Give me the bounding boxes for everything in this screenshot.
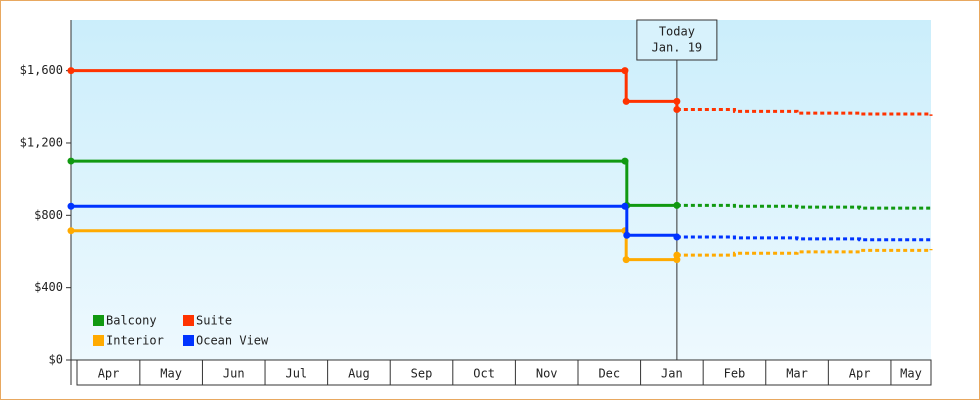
x-tick-label: Jan (661, 367, 683, 381)
today-label: Today (659, 25, 695, 39)
price-point (621, 157, 629, 165)
price-point (673, 233, 681, 241)
legend-label: Suite (196, 314, 232, 328)
forecast-line (676, 108, 933, 116)
price-point (67, 202, 75, 210)
x-tick-label: May (900, 367, 922, 381)
y-tick-label: $800 (34, 208, 63, 222)
x-tick-label: Dec (598, 367, 620, 381)
x-tick-label: Apr (849, 367, 871, 381)
y-tick-label: $400 (34, 280, 63, 294)
legend-swatch (93, 315, 104, 326)
x-tick-label: Oct (473, 367, 495, 381)
x-tick-label: Jun (223, 367, 245, 381)
price-point (621, 67, 629, 75)
legend-label: Ocean View (196, 334, 269, 348)
price-point (67, 227, 75, 235)
today-box (636, 19, 718, 61)
price-point (673, 201, 681, 209)
legend-swatch (93, 335, 104, 346)
y-tick-label: $1,600 (20, 63, 63, 77)
legend-label: Interior (106, 334, 164, 348)
price-point (622, 256, 630, 264)
price-point (67, 67, 75, 75)
plot-area (71, 20, 931, 360)
x-tick-label: Sep (411, 367, 433, 381)
price-point (673, 97, 681, 105)
price-point (673, 106, 681, 114)
x-tick-label: Jul (285, 367, 307, 381)
x-tick-label: Aug (348, 367, 370, 381)
forecast-line (676, 203, 933, 210)
y-tick-label: $0 (49, 353, 63, 367)
y-tick-label: $1,200 (20, 135, 63, 149)
price-point (623, 231, 631, 239)
x-tick-label: Nov (536, 367, 558, 381)
forecast-line (676, 235, 933, 242)
x-tick-label: May (160, 367, 182, 381)
price-point (621, 202, 629, 210)
legend-label: Balcony (106, 314, 157, 328)
x-tick-label: Mar (786, 367, 808, 381)
price-point (673, 251, 681, 259)
forecast-line (676, 248, 933, 257)
x-tick-label: Feb (724, 367, 746, 381)
x-tick-label: Apr (98, 367, 120, 381)
today-label: Jan. 19 (652, 41, 703, 55)
legend-swatch (183, 315, 194, 326)
price-point (622, 97, 630, 105)
legend-swatch (183, 335, 194, 346)
price-point (67, 157, 75, 165)
